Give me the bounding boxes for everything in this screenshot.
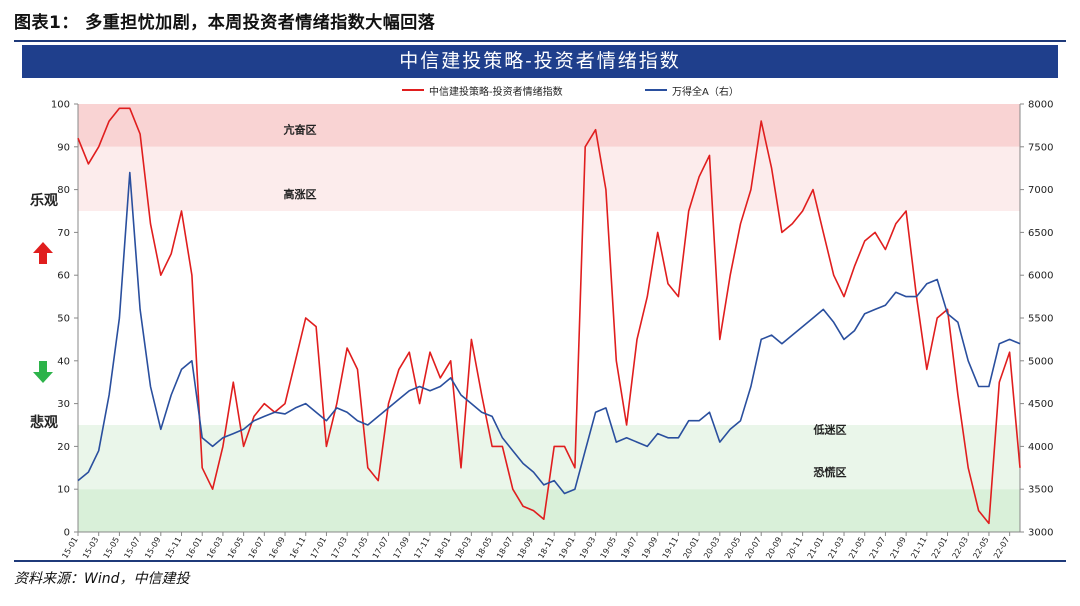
x-tick-label: 16-05: [226, 536, 245, 561]
x-tick-label: 18-11: [536, 536, 555, 561]
arrow-up-icon: [33, 242, 53, 264]
zone-panic-label: 恐慌区: [814, 465, 847, 479]
x-tick-label: 18-07: [495, 536, 514, 561]
left-tick-label: 50: [57, 314, 70, 325]
x-tick-label: 15-11: [164, 536, 183, 561]
x-tick-label: 16-11: [288, 536, 307, 561]
x-tick-label: 19-09: [640, 536, 659, 561]
x-tick-label: 21-01: [806, 536, 825, 561]
x-tick-label: 17-09: [392, 536, 411, 561]
x-tick-label: 19-03: [578, 536, 597, 561]
source-note: 资料来源：Wind，中信建投: [14, 571, 190, 587]
x-tick-label: 22-03: [951, 536, 970, 561]
x-tick-label: 17-07: [371, 536, 390, 561]
x-tick-label: 17-11: [412, 536, 431, 561]
right-tick-label: 6500: [1028, 228, 1053, 239]
figure-title: 图表1： 多重担忧加剧，本周投资者情绪指数大幅回落: [14, 13, 436, 33]
right-tick-label: 5500: [1028, 314, 1053, 325]
zone-low-label: 低迷区: [813, 422, 847, 436]
right-tick-label: 8000: [1028, 100, 1053, 111]
legend-label-sentiment: 中信建投策略-投资者情绪指数: [429, 86, 563, 98]
x-tick-label: 18-01: [433, 536, 452, 561]
x-tick-label: 17-05: [350, 536, 369, 561]
x-tick-label: 15-07: [122, 536, 141, 561]
legend-swatch-sentiment: [402, 89, 424, 91]
x-tick-label: 18-09: [516, 536, 535, 561]
legend-item-wind-a: 万得全A（右）: [645, 81, 739, 99]
right-tick-label: 6000: [1028, 271, 1053, 282]
x-tick-label: 20-01: [681, 536, 700, 561]
right-tick-label: 7000: [1028, 185, 1053, 196]
x-tick-label: 20-03: [702, 536, 721, 561]
legend-label-wind-a: 万得全A（右）: [672, 86, 739, 98]
zone-panic-band: [78, 489, 1020, 532]
right-tick-label: 4000: [1028, 442, 1053, 453]
zone-high-band: [78, 146, 1020, 211]
zone-frenzy-band: [78, 104, 1020, 147]
x-tick-label: 19-07: [619, 536, 638, 561]
right-tick-label: 4500: [1028, 399, 1053, 410]
x-tick-label: 15-03: [81, 536, 100, 561]
top-rule: [14, 40, 1066, 42]
chart-banner: 中信建投策略-投资者情绪指数: [22, 45, 1058, 78]
left-tick-label: 90: [57, 142, 70, 153]
x-tick-label: 16-09: [267, 536, 286, 561]
x-tick-label: 22-01: [930, 536, 949, 561]
x-tick-label: 18-05: [474, 536, 493, 561]
right-tick-label: 3000: [1028, 528, 1053, 539]
pessimistic-label: 悲观: [30, 415, 58, 431]
x-tick-label: 20-09: [764, 536, 783, 561]
x-tick-label: 16-07: [247, 536, 266, 561]
zone-frenzy-label: 亢奋区: [284, 123, 317, 137]
x-tick-label: 21-11: [909, 536, 928, 561]
right-tick-label: 7500: [1028, 142, 1053, 153]
x-tick-label: 20-05: [723, 536, 742, 561]
wind-a-series-line: [77, 171, 1021, 495]
arrow-down-icon: [33, 361, 53, 383]
right-tick-label: 5000: [1028, 356, 1053, 367]
left-tick-label: 10: [57, 485, 70, 496]
left-tick-label: 100: [51, 100, 70, 111]
x-tick-label: 21-03: [826, 536, 845, 561]
x-tick-label: 16-01: [185, 536, 204, 561]
x-tick-label: 22-05: [971, 536, 990, 561]
x-tick-label: 21-09: [888, 536, 907, 561]
left-tick-label: 70: [57, 228, 70, 239]
left-tick-label: 0: [64, 528, 70, 539]
x-tick-label: 20-11: [785, 536, 804, 561]
x-tick-label: 22-07: [992, 536, 1011, 560]
zone-high-label: 高涨区: [284, 187, 317, 201]
x-tick-label: 15-01: [60, 536, 79, 561]
legend-item-sentiment: 中信建投策略-投资者情绪指数: [402, 81, 563, 99]
x-tick-label: 17-01: [309, 536, 328, 561]
left-tick-label: 30: [57, 399, 70, 410]
left-tick-label: 80: [57, 185, 70, 196]
x-tick-label: 20-07: [744, 536, 763, 561]
x-tick-label: 15-09: [143, 536, 162, 561]
x-tick-label: 19-01: [557, 536, 576, 561]
x-tick-label: 21-07: [868, 536, 887, 561]
left-tick-label: 60: [57, 271, 70, 282]
x-tick-label: 17-03: [329, 536, 348, 561]
x-tick-label: 19-11: [661, 536, 680, 561]
x-tick-label: 15-05: [102, 536, 121, 561]
x-tick-label: 16-03: [205, 536, 224, 561]
x-tick-label: 18-03: [454, 536, 473, 561]
x-tick-label: 21-05: [847, 536, 866, 561]
x-tick-label: 19-05: [599, 536, 618, 561]
legend-swatch-wind-a: [645, 89, 667, 91]
optimistic-label: 乐观: [30, 193, 58, 209]
right-tick-label: 3500: [1028, 485, 1053, 496]
bottom-rule: [14, 560, 1066, 562]
left-tick-label: 20: [57, 442, 70, 453]
left-tick-label: 40: [57, 356, 70, 367]
